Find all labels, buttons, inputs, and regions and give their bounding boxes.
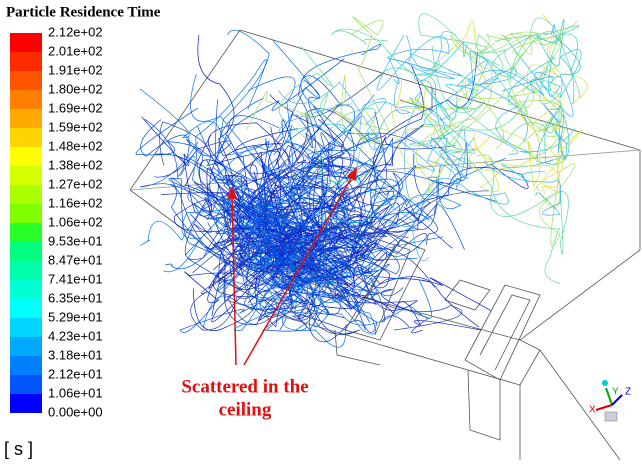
colorbar-label: 1.69e+02 [48, 100, 103, 115]
colorbar-swatch [10, 318, 42, 337]
colorbar-swatch [10, 109, 42, 128]
axis-label: Y [612, 387, 619, 398]
colorbar-label: 3.18e+01 [48, 347, 103, 362]
colorbar-label: 1.06e+02 [48, 214, 103, 229]
colorbar-label: 1.80e+02 [48, 81, 103, 96]
colorbar-label: 2.01e+02 [48, 43, 103, 58]
colorbar-label: 7.41e+01 [48, 271, 103, 286]
colorbar-swatch [10, 394, 42, 413]
colorbar-swatch [10, 52, 42, 71]
particle-track [350, 17, 389, 131]
annotation-line: ceiling [219, 399, 272, 420]
colorbar-label: 8.47e+01 [48, 252, 103, 267]
colorbar-label: 2.12e+01 [48, 366, 103, 381]
annotation-line: Scattered in the [181, 376, 308, 397]
particle-track [440, 61, 516, 120]
page: Particle Residence Time 2.12e+02 2.01e+02… [0, 0, 642, 466]
colorbar-swatch [10, 223, 42, 242]
colorbar-label: 6.35e+01 [48, 290, 103, 305]
unit: [ s ] [4, 439, 33, 459]
colorbar-label: 4.23e+01 [48, 328, 103, 343]
colorbar-swatch [10, 375, 42, 394]
colorbar-swatch [10, 128, 42, 147]
colorbar-label: 1.48e+02 [48, 138, 103, 153]
colorbar-swatch [10, 204, 42, 223]
colorbar-label: 1.16e+02 [48, 195, 103, 210]
colorbar-swatch [10, 337, 42, 356]
colorbar-label: 1.91e+02 [48, 62, 103, 77]
visualization: Particle Residence Time 2.12e+02 2.01e+02… [0, 0, 642, 466]
colorbar-swatch [10, 185, 42, 204]
colorbar-swatch [10, 261, 42, 280]
colorbar-label: 1.27e+02 [48, 176, 103, 191]
axis-label: X [589, 405, 596, 416]
colorbar-swatch [10, 299, 42, 318]
colorbar-label: 1.38e+02 [48, 157, 103, 172]
colorbar-label: 5.29e+01 [48, 309, 103, 324]
colorbar: 2.12e+02 2.01e+02 1.91e+02 1.80e+02 1.69e+02… [10, 24, 103, 419]
title: Particle Residence Time [6, 4, 161, 20]
colorbar-swatch [10, 166, 42, 185]
colorbar-label: 0.00e+00 [48, 404, 103, 419]
colorbar-swatch [10, 356, 42, 375]
colorbar-swatch [10, 147, 42, 166]
colorbar-swatch [10, 71, 42, 90]
particle-track [377, 35, 462, 90]
colorbar-label: 9.53e+01 [48, 233, 103, 248]
particle-track [512, 100, 560, 159]
colorbar-swatch [10, 33, 42, 52]
colorbar-swatch [10, 280, 42, 299]
axis-triad: X Y Z [589, 380, 631, 421]
colorbar-label: 2.12e+02 [48, 24, 103, 39]
colorbar-label: 1.06e+01 [48, 385, 103, 400]
axis-label: Z [625, 387, 631, 398]
colorbar-swatch [10, 90, 42, 109]
colorbar-label: 1.59e+02 [48, 119, 103, 134]
particle-track [389, 35, 455, 84]
particle-track [247, 92, 375, 140]
colorbar-swatch [10, 242, 42, 261]
